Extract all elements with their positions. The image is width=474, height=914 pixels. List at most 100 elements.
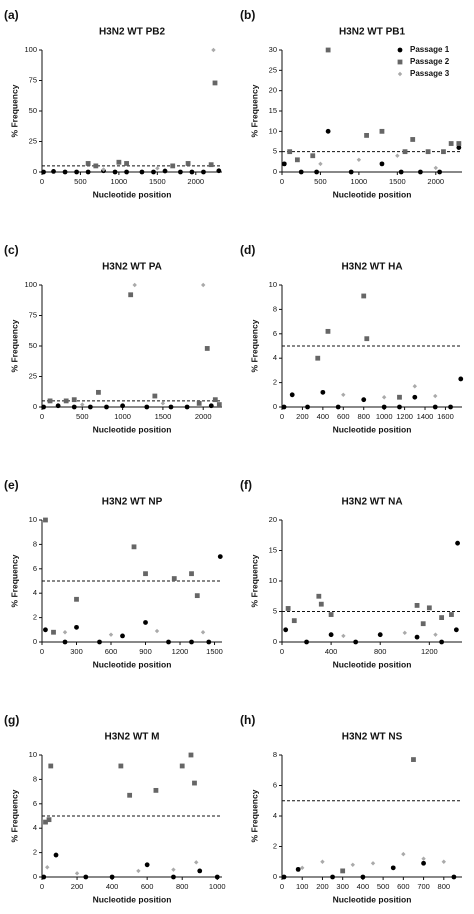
y-tick-label: 8 (33, 539, 37, 548)
x-tick-label: 500 (314, 177, 327, 186)
point (166, 639, 171, 645)
point (350, 862, 355, 867)
point (43, 517, 48, 523)
point (131, 544, 137, 550)
point (201, 282, 206, 288)
x-tick-label: 400 (325, 647, 338, 656)
point (451, 874, 457, 880)
point (335, 404, 341, 410)
x-tick-label: 500 (76, 412, 89, 421)
point (397, 394, 402, 400)
point (320, 859, 325, 864)
point (132, 282, 137, 288)
point (455, 540, 460, 546)
point (441, 149, 446, 155)
y-tick-label: 100 (24, 45, 37, 54)
y-tick-label: 10 (269, 126, 277, 135)
y-axis-label: % Frequency (9, 789, 19, 842)
point (155, 166, 160, 171)
point (433, 165, 438, 171)
y-axis-label: % Frequency (9, 84, 19, 137)
point (128, 292, 134, 298)
x-tick-label: 400 (317, 412, 330, 421)
legend-marker (397, 47, 403, 53)
point (171, 874, 176, 880)
point (420, 621, 426, 627)
y-axis-label: % Frequency (249, 84, 259, 137)
chart-title: H3N2 WT PB2 (99, 27, 166, 38)
point (185, 161, 191, 166)
x-tick-label: 500 (377, 882, 390, 891)
point (144, 404, 150, 410)
point (456, 145, 462, 151)
point (85, 169, 91, 175)
x-tick-label: 800 (176, 882, 189, 891)
point (361, 293, 367, 299)
point (294, 157, 300, 163)
y-axis-label: % Frequency (249, 319, 259, 372)
y-tick-label: 5 (273, 147, 277, 156)
point (291, 618, 297, 624)
x-tick-label: 0 (280, 882, 284, 891)
point (281, 404, 287, 410)
y-tick-label: 0 (273, 637, 277, 646)
panel-label: (c) (4, 243, 19, 257)
x-tick-label: 200 (316, 882, 329, 891)
x-tick-label: 0 (280, 412, 284, 421)
x-tick-label: 1500 (206, 647, 223, 656)
point (433, 393, 438, 399)
point (390, 865, 396, 871)
point (318, 601, 324, 607)
point (348, 169, 354, 175)
point (189, 571, 194, 577)
point (281, 161, 287, 167)
x-tick-label: 400 (106, 882, 119, 891)
x-tick-label: 300 (70, 647, 83, 656)
y-tick-label: 25 (269, 65, 277, 74)
x-tick-label: 1500 (389, 177, 406, 186)
point (283, 627, 289, 633)
y-axis-label: % Frequency (249, 554, 259, 607)
point (310, 153, 316, 159)
x-axis-label: Nucleotide position (93, 659, 172, 669)
x-tick-label: 1000 (114, 412, 131, 421)
point (425, 149, 431, 155)
point (74, 871, 80, 876)
point (304, 639, 309, 645)
point (120, 633, 125, 639)
point (453, 627, 459, 633)
point (379, 128, 385, 134)
point (318, 161, 323, 167)
x-tick-label: 2000 (195, 412, 212, 421)
panel-label: (h) (240, 713, 255, 727)
point (315, 355, 321, 361)
point (43, 627, 48, 633)
point (96, 389, 101, 395)
point (46, 817, 52, 823)
point (432, 404, 438, 410)
point (41, 404, 47, 410)
point (298, 169, 304, 175)
point (51, 168, 56, 174)
y-tick-label: 6 (33, 564, 37, 573)
x-tick-label: 700 (417, 882, 430, 891)
point (80, 402, 85, 407)
point (401, 851, 406, 857)
y-tick-label: 75 (29, 75, 37, 84)
x-tick-label: 0 (280, 647, 284, 656)
point (188, 752, 194, 758)
point (178, 169, 183, 175)
y-tick-label: 4 (273, 353, 277, 362)
point (395, 153, 400, 158)
point (143, 571, 148, 577)
x-tick-label: 1200 (172, 647, 189, 656)
x-tick-label: 2000 (427, 177, 444, 186)
point (171, 867, 176, 872)
point (325, 328, 331, 334)
x-axis-label: Nucleotide position (333, 189, 412, 199)
point (458, 376, 464, 382)
panel-label: (f) (240, 478, 252, 492)
point (153, 787, 159, 793)
point (328, 612, 334, 617)
point (194, 593, 200, 599)
